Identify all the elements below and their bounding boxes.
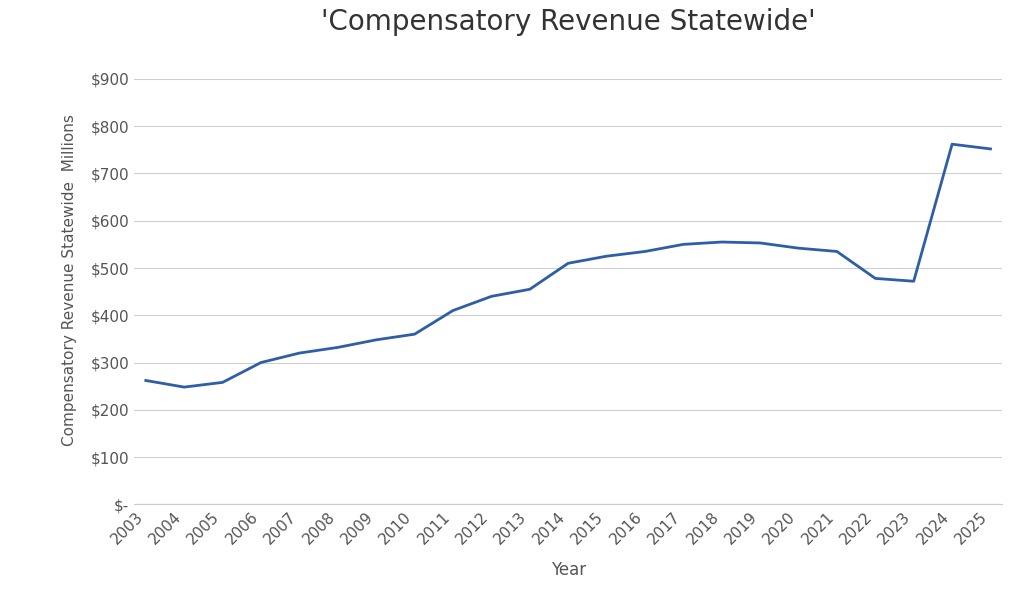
Title: 'Compensatory Revenue Statewide': 'Compensatory Revenue Statewide' xyxy=(321,9,815,36)
X-axis label: Year: Year xyxy=(551,561,586,579)
Y-axis label: Compensatory Revenue Statewide  Millions: Compensatory Revenue Statewide Millions xyxy=(62,114,76,446)
